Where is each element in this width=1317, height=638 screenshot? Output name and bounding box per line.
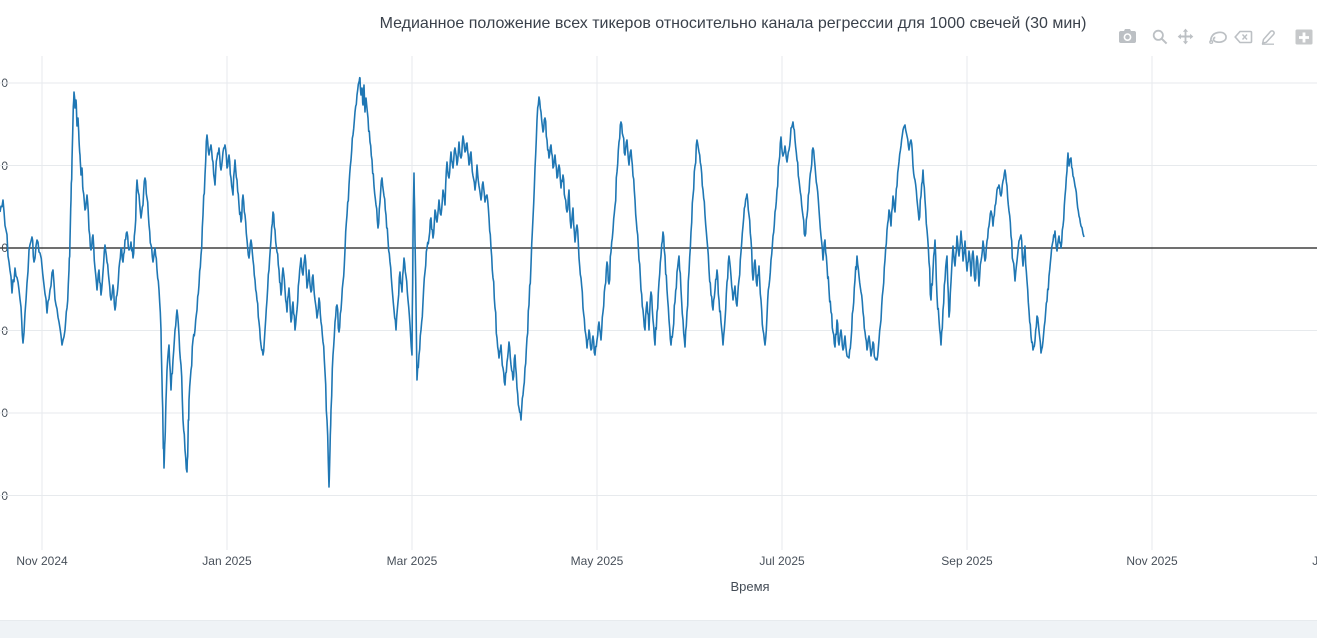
x-tick-label: Mar 2025 [386,554,438,568]
bottom-panel-edge [0,620,1317,638]
chart-title: Медианное положение всех тикеров относит… [379,15,1087,32]
x-axis-title: Время [730,579,770,594]
plus-icon [1295,29,1313,48]
x-tick-label: Jan 2026 [1312,554,1317,568]
add-button[interactable] [1294,29,1314,47]
x-tick-label: Nov 2024 [16,554,68,568]
pan-arrows-icon [1177,28,1194,48]
x-tick-label: Sep 2025 [941,554,993,568]
camera-icon [1118,29,1136,47]
download-plot-button[interactable] [1117,29,1137,47]
pan-button[interactable] [1175,28,1195,48]
lasso-icon [1208,29,1228,48]
erase-shape-button[interactable] [1233,29,1253,47]
magnifier-icon [1152,29,1168,48]
x-tick-label: May 2025 [570,554,624,568]
modebar [1117,28,1314,48]
erase-icon [1233,30,1253,47]
x-tick-label: Nov 2025 [1126,554,1178,568]
zoom-button[interactable] [1150,29,1170,47]
series-line [0,76,1085,488]
draw-shape-button[interactable] [1258,29,1278,47]
x-tick-label: Jul 2025 [759,554,805,568]
lasso-select-button[interactable] [1208,29,1228,47]
x-tick-label: Jan 2025 [202,554,252,568]
pencil-icon [1259,29,1277,48]
